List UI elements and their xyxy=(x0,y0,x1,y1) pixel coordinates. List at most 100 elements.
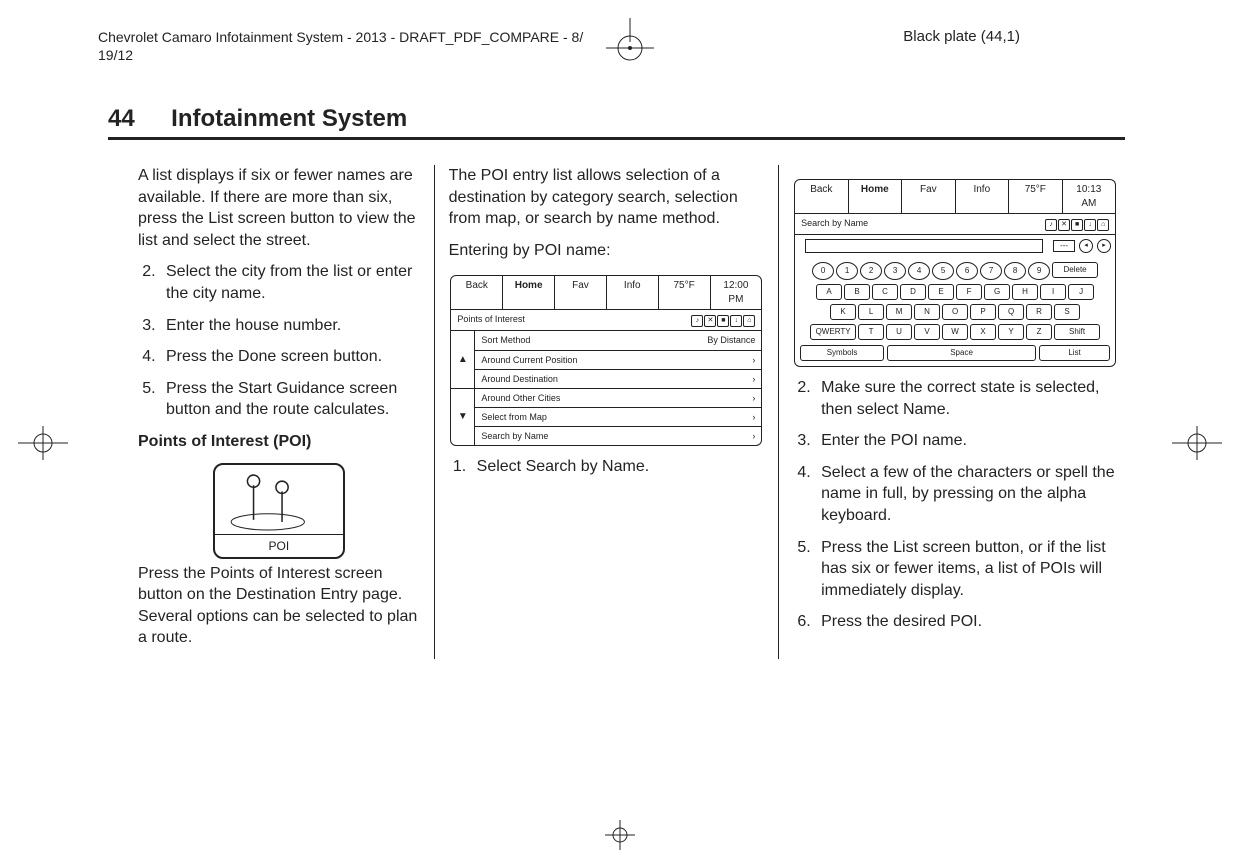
scr1-r5: Search by Name xyxy=(481,430,548,442)
column-2: The POI entry list allows selection of a… xyxy=(434,165,779,659)
scr1-r4: Select from Map xyxy=(481,411,547,423)
scr2-home: Home xyxy=(849,180,903,213)
chevron-icon: › xyxy=(752,430,755,442)
scr2-temp: 75°F xyxy=(1009,180,1063,213)
key-m: M xyxy=(886,304,912,320)
col1-step-5: Press the Start Guidance screen button a… xyxy=(160,378,420,421)
scr2-dash-key: --- xyxy=(1053,240,1075,253)
key-delete: Delete xyxy=(1052,262,1098,278)
column-3: Back Home Fav Info 75°F 10:13 AM Search … xyxy=(779,165,1125,659)
key-f: F xyxy=(956,284,982,300)
key-j: J xyxy=(1068,284,1094,300)
col3-step-6: Press the desired POI. xyxy=(815,611,1117,633)
crop-mark-left-icon xyxy=(18,418,68,468)
doc-title-line2: 19/12 xyxy=(98,47,133,63)
key-5: 5 xyxy=(932,262,954,280)
key-7: 7 xyxy=(980,262,1002,280)
key-i: I xyxy=(1040,284,1066,300)
col2-step-1: Select Search by Name. xyxy=(471,456,764,478)
crop-mark-bottom-icon xyxy=(605,820,635,850)
key-symbols: Symbols xyxy=(800,345,884,361)
scr1-info: Info xyxy=(607,276,659,309)
col3-step-3: Enter the POI name. xyxy=(815,430,1117,452)
key-2: 2 xyxy=(860,262,882,280)
scr1-r0a: Sort Method xyxy=(481,334,530,346)
col3-step-4: Select a few of the characters or spell … xyxy=(815,462,1117,527)
scr1-temp: 75°F xyxy=(659,276,711,309)
col2-p2: Entering by POI name: xyxy=(449,240,764,262)
scr2-input-field xyxy=(805,239,1043,253)
page-number: 44 xyxy=(108,105,135,132)
key-z: Z xyxy=(1026,324,1052,340)
doc-header-right: Black plate (44,1) xyxy=(903,28,1020,45)
scr1-r3: Around Other Cities xyxy=(481,392,560,404)
chevron-icon: › xyxy=(752,373,755,385)
key-p: P xyxy=(970,304,996,320)
key-shift: Shift xyxy=(1054,324,1100,340)
col2-p1: The POI entry list allows selection of a… xyxy=(449,165,764,230)
scr2-time: 10:13 AM xyxy=(1063,180,1116,213)
poi-pins-icon xyxy=(223,471,335,532)
doc-title-line1: Chevrolet Camaro Infotainment System - 2… xyxy=(98,29,583,45)
key-c: C xyxy=(872,284,898,300)
poi-paragraph: Press the Points of Interest screen butt… xyxy=(138,563,420,649)
key-r: R xyxy=(1026,304,1052,320)
scr1-time: 12:00 PM xyxy=(711,276,762,309)
scr2-subtitle: Search by Name xyxy=(801,217,868,231)
col1-step-2: Select the city from the list or enter t… xyxy=(160,261,420,304)
scr1-r0b: By Distance xyxy=(707,334,755,346)
scr2-right-arrow-icon: ▸ xyxy=(1097,239,1111,253)
key-x: X xyxy=(970,324,996,340)
scr2-fav: Fav xyxy=(902,180,956,213)
key-v: V xyxy=(914,324,940,340)
scr1-subtitle: Points of Interest xyxy=(457,313,525,327)
key-1: 1 xyxy=(836,262,858,280)
key-o: O xyxy=(942,304,968,320)
key-3: 3 xyxy=(884,262,906,280)
scr1-back: Back xyxy=(451,276,503,309)
scr1-fav: Fav xyxy=(555,276,607,309)
key-8: 8 xyxy=(1004,262,1026,280)
key-0: 0 xyxy=(812,262,834,280)
screenshot-poi-list: Back Home Fav Info 75°F 12:00 PM Points … xyxy=(450,275,762,446)
key-4: 4 xyxy=(908,262,930,280)
poi-heading: Points of Interest (POI) xyxy=(138,431,420,453)
key-t: T xyxy=(858,324,884,340)
crop-mark-top-icon xyxy=(600,18,660,78)
key-u: U xyxy=(886,324,912,340)
col1-step-3: Enter the house number. xyxy=(160,315,420,337)
key-k: K xyxy=(830,304,856,320)
scr2-back: Back xyxy=(795,180,849,213)
key-a: A xyxy=(816,284,842,300)
key-h: H xyxy=(1012,284,1038,300)
scr2-left-arrow-icon: ◂ xyxy=(1079,239,1093,253)
chevron-icon: › xyxy=(752,392,755,404)
key-d: D xyxy=(900,284,926,300)
chevron-icon: › xyxy=(752,411,755,423)
screenshot-keyboard: Back Home Fav Info 75°F 10:13 AM Search … xyxy=(794,179,1116,367)
poi-icon-box: POI xyxy=(213,463,345,559)
scr1-up-icon: ▲ xyxy=(451,331,475,388)
chevron-icon: › xyxy=(752,354,755,366)
scr1-status-icons: ♪✕■↓⌂ xyxy=(690,313,755,327)
key-w: W xyxy=(942,324,968,340)
key-n: N xyxy=(914,304,940,320)
key-g: G xyxy=(984,284,1010,300)
crop-mark-right-icon xyxy=(1172,418,1222,468)
key-q: Q xyxy=(998,304,1024,320)
section-header: 44 Infotainment System xyxy=(108,105,1125,140)
key-y: Y xyxy=(998,324,1024,340)
key-b: B xyxy=(844,284,870,300)
col3-step-2: Make sure the correct state is selected,… xyxy=(815,377,1117,420)
key-e: E xyxy=(928,284,954,300)
col1-intro: A list displays if six or fewer names ar… xyxy=(138,165,420,251)
key-6: 6 xyxy=(956,262,978,280)
key-s: S xyxy=(1054,304,1080,320)
scr1-home: Home xyxy=(503,276,555,309)
key-9: 9 xyxy=(1028,262,1050,280)
scr1-down-icon: ▼ xyxy=(451,389,475,445)
scr2-status-icons: ♪✕■↓⌂ xyxy=(1044,217,1109,231)
col3-step-5: Press the List screen button, or if the … xyxy=(815,537,1117,602)
scr1-r2: Around Destination xyxy=(481,373,558,385)
section-title: Infotainment System xyxy=(171,105,407,132)
